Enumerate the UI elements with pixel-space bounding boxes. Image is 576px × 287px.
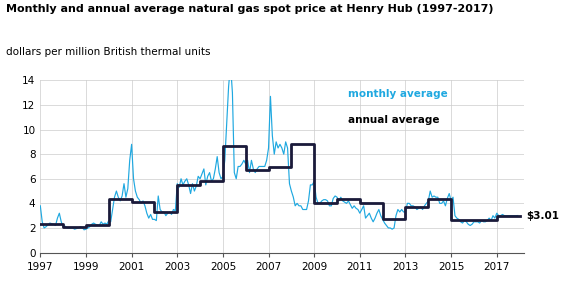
Text: Monthly and annual average natural gas spot price at Henry Hub (1997-2017): Monthly and annual average natural gas s… <box>6 4 493 14</box>
Text: $3.01: $3.01 <box>526 211 559 220</box>
Text: dollars per million British thermal units: dollars per million British thermal unit… <box>6 47 210 57</box>
Text: monthly average: monthly average <box>347 89 448 99</box>
Text: annual average: annual average <box>347 115 439 125</box>
